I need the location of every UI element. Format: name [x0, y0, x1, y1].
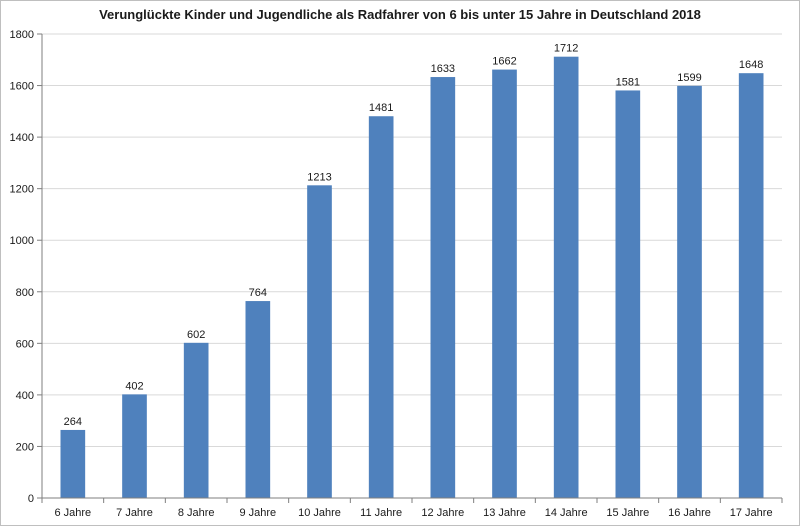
labels: 0 200 400 600 800 1000 1200 1400 1600 1800 264 6 Ja… [10, 29, 773, 519]
data-label-0: 264 [64, 416, 82, 428]
y-tick-label-600: 600 [16, 338, 34, 350]
bar-13-jahre [492, 69, 517, 498]
x-tick-label-3: 9 Jahre [239, 507, 276, 519]
data-label-10: 1599 [677, 72, 701, 84]
y-tick-label-200: 200 [16, 441, 34, 453]
data-label-4: 1213 [307, 171, 331, 183]
axes [37, 33, 783, 503]
data-label-3: 764 [249, 287, 267, 299]
data-label-7: 1662 [492, 56, 516, 68]
x-tick-label-7: 13 Jahre [483, 507, 526, 519]
data-label-8: 1712 [554, 43, 578, 55]
x-tick-label-5: 11 Jahre [360, 507, 402, 519]
x-tick-label-6: 12 Jahre [421, 507, 464, 519]
y-tick-label-800: 800 [16, 287, 34, 299]
y-tick-label-1600: 1600 [10, 81, 34, 93]
data-label-2: 602 [187, 329, 205, 341]
x-tick-label-2: 8 Jahre [178, 507, 215, 519]
data-label-11: 1648 [739, 59, 763, 71]
x-tick-label-1: 7 Jahre [116, 507, 153, 519]
bar-11-jahre [368, 116, 394, 498]
y-tick-label-0: 0 [28, 493, 34, 505]
bar-14-jahre [553, 56, 579, 498]
y-tick-label-1200: 1200 [10, 184, 34, 196]
bar-17-jahre [738, 73, 764, 498]
data-label-9: 1581 [616, 76, 640, 88]
x-tick-label-4: 10 Jahre [298, 507, 341, 519]
bar-6-jahre [60, 429, 86, 498]
y-tick-label-1000: 1000 [10, 235, 34, 247]
bar-9-jahre [245, 301, 271, 498]
x-tick-label-8: 14 Jahre [545, 507, 588, 519]
bar-7-jahre [122, 394, 147, 498]
bar-16-jahre [677, 85, 702, 499]
gridlines [42, 33, 782, 499]
x-tick-label-9: 15 Jahre [606, 507, 649, 519]
x-tick-label-11: 17 Jahre [730, 507, 773, 519]
bar-15-jahre [615, 90, 641, 498]
data-label-5: 1481 [369, 102, 393, 114]
x-tick-label-10: 16 Jahre [668, 507, 711, 519]
bar-12-jahre [430, 77, 456, 498]
y-tick-label-400: 400 [16, 390, 34, 402]
bars [60, 56, 764, 499]
data-label-1: 402 [125, 380, 143, 392]
y-tick-label-1400: 1400 [10, 132, 34, 144]
chart-title: Verunglückte Kinder und Jugendliche als … [99, 7, 701, 22]
bar-10-jahre [307, 185, 332, 498]
x-tick-label-0: 6 Jahre [54, 507, 91, 519]
bar-8-jahre [183, 342, 209, 498]
data-label-6: 1633 [431, 63, 455, 75]
y-tick-label-1800: 1800 [10, 29, 34, 41]
